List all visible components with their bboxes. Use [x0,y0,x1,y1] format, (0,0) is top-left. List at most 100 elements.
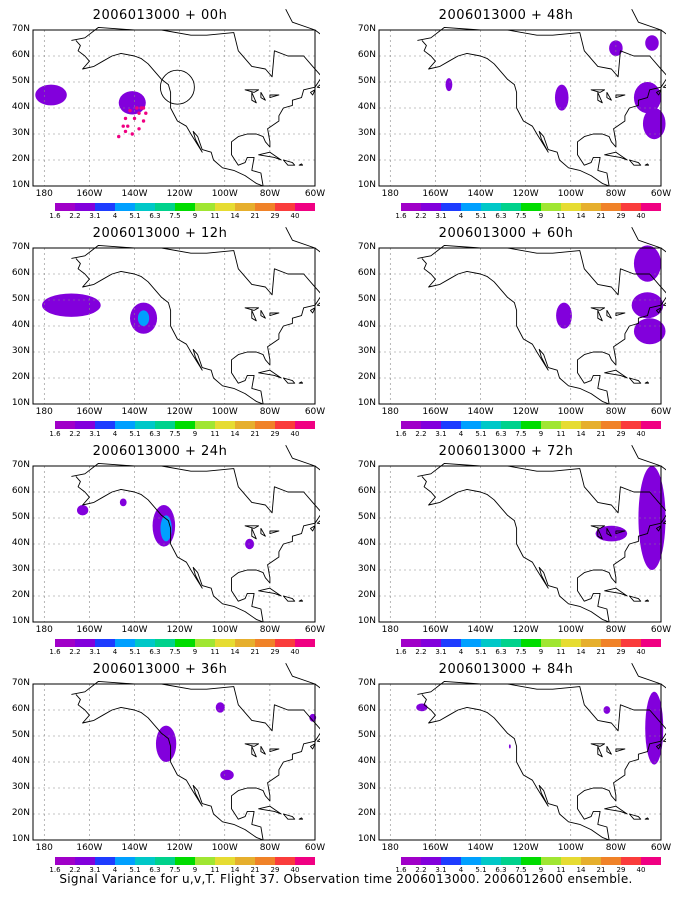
colorbar-label: 3.1 [89,212,101,220]
panel-title: 2006013000 + 24h [92,444,228,459]
flight-track-point [141,106,146,110]
colorbar-label: 11 [556,648,566,656]
lon-tick-label: 80W [605,843,627,853]
colorbar-label: 6.3 [495,212,507,220]
colorbar-swatch [95,639,115,647]
colorbar-label: 7.5 [169,866,181,874]
lon-tick-label: 140W [121,189,148,199]
colorbar-swatch [421,203,441,211]
lon-tick-label: 100W [211,843,238,853]
colorbar-label: 5.1 [475,866,487,874]
lon-tick-label: 120W [512,189,539,199]
colorbar-swatch [295,203,315,211]
colorbar-label: 1.6 [395,212,407,220]
colorbar-label: 1.6 [49,866,61,874]
coastline [71,26,320,187]
colorbar-label: 29 [270,430,280,438]
colorbar-swatch [135,857,155,865]
lon-tick-label: 140W [121,625,148,635]
flight-track-point [128,108,132,113]
colorbar-label: 4 [112,866,118,874]
lat-tick-label: 10N [11,398,30,408]
lat-tick-label: 70N [357,460,376,470]
colorbar-label: 6.3 [495,866,507,874]
lon-tick-label: 60W [304,625,326,635]
lat-tick-label: 50N [11,730,30,740]
lat-tick-label: 70N [357,242,376,252]
flight-track-point [117,134,121,139]
colorbar-swatch [95,857,115,865]
colorbar [55,203,315,211]
coastline [628,595,642,602]
colorbar-swatch [621,421,641,429]
lat-tick-label: 10N [357,398,376,408]
colorbar-swatch [441,857,461,865]
coastline [244,307,260,311]
lat-tick-label: 40N [11,102,30,112]
colorbar-label: 7.5 [515,430,527,438]
lon-tick-label: 140W [121,843,148,853]
colorbar-swatch [421,857,441,865]
colorbar-swatch [561,203,581,211]
lon-tick-label: 80W [259,625,281,635]
map-frame [32,683,316,841]
colorbar-label: 3.1 [89,430,101,438]
variance-region [595,525,628,542]
coastline [282,159,296,166]
colorbar-swatch [641,639,661,647]
colorbar-label: 29 [270,212,280,220]
coastline [615,94,626,99]
flight-track-point [121,124,125,128]
colorbar-label: 7.5 [515,648,527,656]
colorbar-label: 21 [596,430,606,438]
colorbar-label: 21 [250,866,260,874]
coastline [656,307,662,314]
colorbar-label: 11 [210,430,220,438]
map-frame [378,683,662,841]
lon-tick-label: 160W [76,189,103,199]
colorbar-swatch [75,639,95,647]
coastline [590,89,606,93]
colorbar-swatch [541,421,561,429]
colorbar-swatch [135,421,155,429]
colorbar-label: 5.1 [129,430,141,438]
coastline [631,8,666,35]
coastline [417,680,666,841]
lon-tick-label: 180 [381,407,399,417]
coastline [631,226,666,253]
coastline [285,444,320,471]
colorbar-swatch [521,203,541,211]
colorbar-label: 40 [636,430,646,438]
lat-tick-label: 60N [357,704,376,714]
colorbar-label: 9 [538,866,544,874]
coastline [310,89,316,96]
coastline [644,381,650,384]
flight-track-point [130,132,134,136]
coastline [298,599,304,602]
lat-tick-label: 60N [11,486,30,496]
colorbar-label: 9 [538,648,544,656]
colorbar-swatch [461,421,481,429]
lat-tick-label: 20N [11,372,30,382]
colorbar-swatch [461,639,481,647]
colorbar-swatch [215,421,235,429]
coastline [244,89,260,93]
variance-region [508,744,511,749]
lon-tick-label: 60W [304,189,326,199]
lon-tick-label: 160W [422,625,449,635]
map-frame [32,29,316,187]
coastline [628,813,642,820]
colorbar-label: 4 [458,866,464,874]
colorbar-swatch [55,857,75,865]
coastline [71,244,320,405]
lat-tick-label: 30N [357,128,376,138]
lon-tick-label: 60W [304,407,326,417]
variance-region [119,498,127,507]
map-panel: 2006013000 + 00h 10N 20N 30N 40N 50N 60N 70N 180… [0,8,325,220]
variance-region [633,245,661,282]
coastline [251,309,257,322]
coastline [656,525,662,532]
lon-tick-label: 120W [512,407,539,417]
coastline [615,530,626,535]
lat-tick-label: 40N [11,756,30,766]
